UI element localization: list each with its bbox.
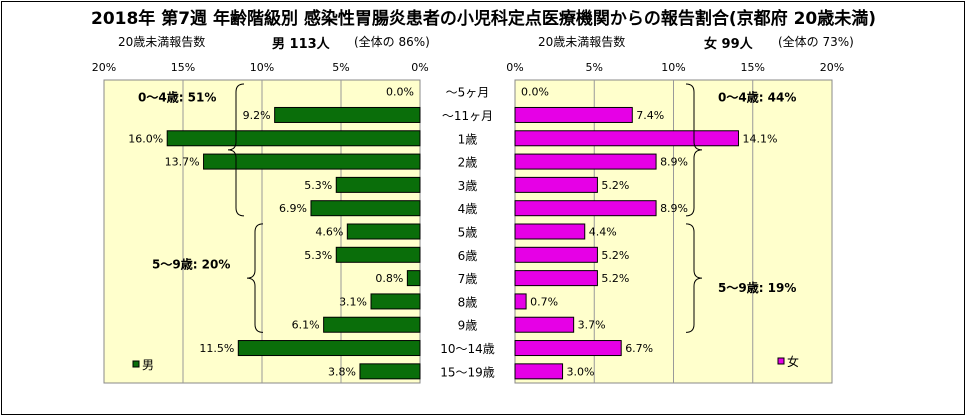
- male-x-tick-label: 15%: [171, 61, 195, 74]
- male-brace-0-4: [227, 83, 245, 217]
- female-value-label: 5.2%: [601, 272, 629, 285]
- female-value-label: 8.9%: [660, 156, 688, 169]
- female-x-tick-label: 5%: [586, 61, 603, 74]
- male-bar: [346, 223, 421, 240]
- male-value-label: 5.3%: [304, 179, 332, 192]
- male-x-tick-label: 10%: [250, 61, 274, 74]
- male-brace-5-9: [246, 223, 264, 333]
- female-group-5-9-annotation: 5〜9歳: 19%: [718, 280, 796, 295]
- male-bar: [406, 270, 421, 287]
- male-value-label: 6.1%: [292, 319, 320, 332]
- male-value-label: 16.0%: [128, 132, 163, 145]
- male-value-label: 5.3%: [304, 249, 332, 262]
- female-value-label: 3.0%: [567, 365, 595, 378]
- female-value-label: 4.4%: [589, 226, 617, 239]
- male-x-tick-label: 0%: [411, 61, 428, 74]
- female-bar: [514, 363, 564, 380]
- age-category-label: 8歳: [458, 295, 478, 309]
- female-bar: [514, 316, 575, 333]
- age-category-label: 15〜19歳: [440, 365, 495, 379]
- female-value-label: 5.2%: [601, 249, 629, 262]
- female-value-label: 3.7%: [578, 319, 606, 332]
- female-value-label: 14.1%: [742, 132, 777, 145]
- age-category-label: 10〜14歳: [440, 342, 495, 356]
- left-caption: 20歳未満報告数: [118, 35, 206, 49]
- male-legend-label: 男: [142, 358, 154, 372]
- male-bar: [203, 153, 421, 170]
- male-ratio: (全体の 86%): [354, 35, 430, 49]
- female-bar: [514, 270, 598, 287]
- male-bar: [335, 246, 421, 263]
- age-category-label: 〜5ヶ月: [446, 86, 490, 100]
- male-group-5-9-annotation: 5〜9歳: 20%: [152, 256, 230, 271]
- female-legend-swatch: [777, 357, 785, 365]
- age-category-label: 1歳: [458, 132, 478, 146]
- female-bar: [514, 223, 586, 240]
- male-bar: [166, 130, 421, 147]
- female-x-tick-label: 15%: [741, 61, 765, 74]
- male-x-tick-label: 5%: [332, 61, 349, 74]
- female-value-label: 6.7%: [625, 342, 653, 355]
- age-category-label: 6歳: [458, 249, 478, 263]
- age-category-label: 7歳: [458, 272, 478, 286]
- male-value-label: 11.5%: [199, 342, 234, 355]
- chart-title: 2018年 第7週 年齢階級別 感染性胃腸炎患者の小児科定点医療機関からの報告割…: [90, 9, 876, 29]
- female-x-tick-label: 10%: [661, 61, 685, 74]
- female-ratio: (全体の 73%): [778, 35, 854, 49]
- male-count: 男 113人: [272, 37, 330, 52]
- male-value-label: 9.2%: [243, 109, 271, 122]
- male-bar: [310, 200, 421, 217]
- age-category-label: 2歳: [458, 156, 478, 170]
- age-category-label: 〜11ヶ月: [442, 109, 493, 123]
- female-group-0-4-annotation: 0〜4歳: 44%: [718, 89, 796, 104]
- female-bar: [514, 130, 739, 147]
- female-value-label: 7.4%: [636, 109, 664, 122]
- female-x-tick-label: 0%: [506, 61, 523, 74]
- male-bar: [237, 340, 421, 357]
- female-bar: [514, 340, 622, 357]
- female-bar: [514, 293, 527, 310]
- male-x-tick-label: 20%: [92, 61, 116, 74]
- female-value-label: 8.9%: [660, 202, 688, 215]
- male-value-label: 0.0%: [386, 86, 414, 99]
- male-bar: [335, 176, 421, 193]
- male-value-label: 0.8%: [375, 272, 403, 285]
- female-x-tick-label: 20%: [820, 61, 844, 74]
- age-category-label: 5歳: [458, 226, 478, 240]
- male-bar: [323, 316, 421, 333]
- female-value-label: 5.2%: [601, 179, 629, 192]
- age-category-label: 4歳: [458, 202, 478, 216]
- female-bar: [514, 106, 633, 123]
- male-value-label: 3.1%: [339, 295, 367, 308]
- male-value-label: 6.9%: [279, 202, 307, 215]
- male-value-label: 4.6%: [315, 226, 343, 239]
- female-bar: [514, 246, 598, 263]
- female-value-label: 0.0%: [521, 86, 549, 99]
- age-category-label: 3歳: [458, 179, 478, 193]
- male-value-label: 3.8%: [328, 365, 356, 378]
- age-category-label: 9歳: [458, 319, 478, 333]
- male-bar: [359, 363, 421, 380]
- female-brace-5-9: [685, 223, 703, 333]
- female-value-label: 0.7%: [530, 295, 558, 308]
- right-caption: 20歳未満報告数: [538, 35, 626, 49]
- male-group-0-4-annotation: 0〜4歳: 51%: [138, 89, 216, 104]
- male-legend-swatch: [132, 360, 140, 368]
- female-legend-label: 女: [787, 354, 799, 369]
- male-bar: [370, 293, 421, 310]
- male-value-label: 13.7%: [165, 156, 200, 169]
- female-brace-0-4: [685, 83, 703, 217]
- female-bar: [514, 176, 598, 193]
- female-bar: [514, 153, 657, 170]
- female-bar: [514, 200, 657, 217]
- male-bar: [274, 106, 421, 123]
- female-count: 女 99人: [704, 37, 753, 52]
